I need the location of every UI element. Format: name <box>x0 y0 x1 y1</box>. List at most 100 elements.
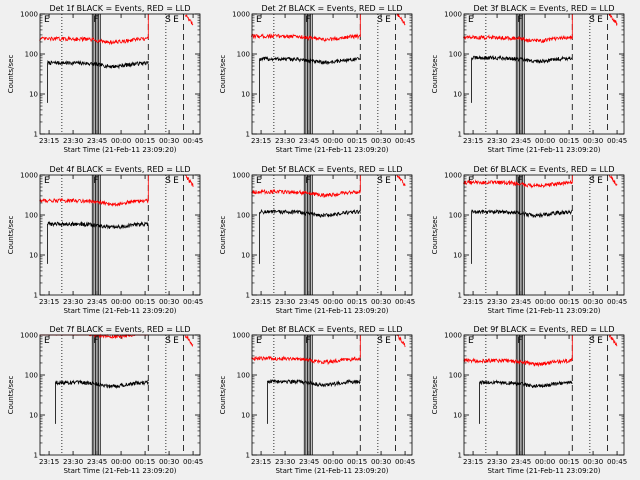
y-tick-label: 1000 <box>20 332 38 340</box>
lld-tail-line <box>396 13 406 26</box>
x-tick-label: 00:15 <box>559 137 579 145</box>
y-tick-label: 10 <box>29 252 38 260</box>
attenuator-label: E <box>44 15 50 25</box>
attenuator-label: E <box>597 176 603 186</box>
plot-frame <box>463 13 625 135</box>
x-tick-label: 23:45 <box>87 458 107 466</box>
attenuator-label: E <box>385 15 391 25</box>
events-series-line <box>47 59 149 103</box>
attenuator-label: F <box>517 176 522 186</box>
y-axis-label: Counts/sec <box>219 216 227 255</box>
attenuator-label: F <box>305 336 310 346</box>
x-tick-label: 23:15 <box>251 137 271 145</box>
lld-tail-line <box>396 174 406 187</box>
attenuator-label: E <box>597 336 603 346</box>
x-tick-label: 23:45 <box>299 458 319 466</box>
y-axis-label: Counts/sec <box>219 55 227 94</box>
x-tick-label: 00:15 <box>135 458 155 466</box>
x-tick-label: 23:45 <box>511 137 531 145</box>
y-tick-label: 10 <box>29 91 38 99</box>
x-tick-label: 23:30 <box>63 137 83 145</box>
x-tick-label: 00:30 <box>583 298 603 306</box>
x-tick-label: 00:45 <box>607 458 627 466</box>
x-tick-label: 00:00 <box>111 458 131 466</box>
lld-tail-line <box>396 334 406 348</box>
y-tick-label: 10 <box>453 252 462 260</box>
x-tick-label: 00:30 <box>371 137 391 145</box>
y-tick-label: 10 <box>453 91 462 99</box>
x-tick-label: 23:15 <box>39 137 59 145</box>
lld-tail-line <box>608 334 618 347</box>
panel-9: Det 9f BLACK = Events, RED = LLD 1 10 100 10… <box>431 325 627 475</box>
lld-series-line <box>39 14 149 46</box>
x-tick-label: 00:30 <box>583 137 603 145</box>
plot-frame <box>251 13 413 135</box>
x-tick-label: 23:45 <box>87 137 107 145</box>
x-tick-label: 00:00 <box>111 298 131 306</box>
y-tick-label: 10 <box>453 412 462 420</box>
panel-1: Det 1f BLACK = Events, RED = LLD 1 10 100 10… <box>7 4 203 154</box>
events-series-line <box>259 56 361 103</box>
x-tick-label: 00:30 <box>159 298 179 306</box>
y-tick-label: 10 <box>29 412 38 420</box>
lld-tail-line <box>184 335 194 348</box>
y-tick-label: 100 <box>25 212 38 220</box>
y-axis-label: Counts/sec <box>431 376 439 415</box>
events-series-line <box>479 379 573 424</box>
plot-frame <box>39 13 201 135</box>
attenuator-label: F <box>93 15 98 25</box>
y-tick-label: 1000 <box>444 172 462 180</box>
attenuator-label: F <box>305 176 310 186</box>
x-tick-label: 00:45 <box>395 298 415 306</box>
x-tick-label: 00:00 <box>323 458 343 466</box>
x-tick-label: 00:00 <box>323 137 343 145</box>
x-tick-label: 00:00 <box>111 137 131 145</box>
y-tick-label: 1 <box>34 292 38 300</box>
attenuator-label: E <box>385 176 391 186</box>
attenuator-label: E <box>468 336 474 346</box>
panel-title: Det 9f BLACK = Events, RED = LLD <box>473 325 614 334</box>
x-tick-label: 00:15 <box>559 458 579 466</box>
x-tick-label: 23:45 <box>511 458 531 466</box>
y-tick-label: 1 <box>34 452 38 460</box>
x-tick-label: 23:45 <box>299 137 319 145</box>
lld-series-line <box>463 175 573 189</box>
y-axis-label: Counts/sec <box>219 376 227 415</box>
x-tick-label: 00:00 <box>535 458 555 466</box>
lld-tail-line <box>609 174 618 186</box>
attenuator-label: E <box>468 15 474 25</box>
events-series-line <box>259 208 361 264</box>
lld-series-line <box>251 175 361 198</box>
attenuator-label: E <box>44 336 50 346</box>
lld-tail-line <box>608 13 618 26</box>
x-tick-label: 23:15 <box>463 298 483 306</box>
x-axis-label: Start Time (21-Feb-11 23:09:20) <box>275 467 388 475</box>
plot-frame <box>463 334 625 456</box>
lld-tail-line <box>185 174 194 187</box>
attenuator-label: F <box>93 336 98 346</box>
attenuator-label: E <box>173 336 179 346</box>
x-tick-label: 00:45 <box>183 137 203 145</box>
y-axis-label: Counts/sec <box>7 376 15 415</box>
lld-series-line <box>251 335 361 366</box>
x-tick-label: 00:15 <box>135 298 155 306</box>
panel-title: Det 4f BLACK = Events, RED = LLD <box>49 165 190 174</box>
y-axis-label: Counts/sec <box>7 216 15 255</box>
y-tick-label: 1000 <box>232 11 250 19</box>
panel-7: Det 7f BLACK = Events, RED = LLD 1 10 100 10… <box>7 325 203 475</box>
y-tick-label: 1 <box>458 131 462 139</box>
lld-series-line <box>251 14 361 43</box>
events-series-line <box>267 378 361 424</box>
y-tick-label: 10 <box>241 412 250 420</box>
x-tick-label: 00:00 <box>535 137 555 145</box>
x-axis-label: Start Time (21-Feb-11 23:09:20) <box>275 146 388 154</box>
x-tick-label: 23:30 <box>63 298 83 306</box>
attenuator-label: S <box>165 336 171 346</box>
x-tick-label: 23:15 <box>39 298 59 306</box>
x-axis-label: Start Time (21-Feb-11 23:09:20) <box>63 467 176 475</box>
x-axis-label: Start Time (21-Feb-11 23:09:20) <box>275 307 388 315</box>
panel-title: Det 2f BLACK = Events, RED = LLD <box>261 4 402 13</box>
x-tick-label: 23:30 <box>487 458 507 466</box>
